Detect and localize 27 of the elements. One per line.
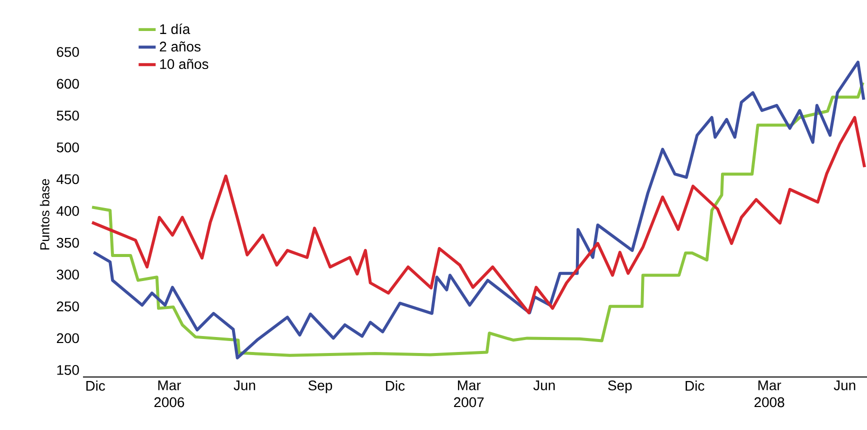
x-tick-label: Sep <box>608 380 632 394</box>
y-tick-label: 550 <box>56 110 79 121</box>
x-tick-label: Mar 2007 <box>454 380 484 408</box>
x-tick-label: Sep <box>308 380 332 394</box>
y-tick-label: 350 <box>56 238 79 248</box>
y-tick-label: 150 <box>57 365 79 375</box>
y-tick-label: 450 <box>56 174 79 184</box>
y-tick-label: 200 <box>56 333 79 344</box>
x-tick-label: Mar 2006 <box>154 380 184 408</box>
x-tick-label: Jun <box>834 380 856 390</box>
legend-label: 2 años <box>160 41 200 52</box>
x-tick-label: Dic <box>86 380 106 391</box>
x-tick-label: Jun <box>234 380 256 390</box>
y-tick-label: 600 <box>56 78 79 89</box>
legend-label: 1 día <box>160 24 190 34</box>
y-tick-label: 500 <box>56 142 79 152</box>
x-tick-label: Jun <box>533 380 555 390</box>
line-series <box>90 116 866 314</box>
y-axis-title: Puntos base <box>40 179 50 250</box>
y-tick-label: 300 <box>56 270 79 280</box>
x-tick-label: Dic <box>686 380 704 391</box>
legend-label: 10 años <box>160 58 208 70</box>
y-tick-label: 250 <box>56 301 79 312</box>
y-tick-label: 400 <box>56 206 79 216</box>
x-tick-label: Dic <box>386 380 405 391</box>
y-tick-label: 650 <box>56 47 79 57</box>
x-tick-label: Mar 2008 <box>754 380 784 408</box>
